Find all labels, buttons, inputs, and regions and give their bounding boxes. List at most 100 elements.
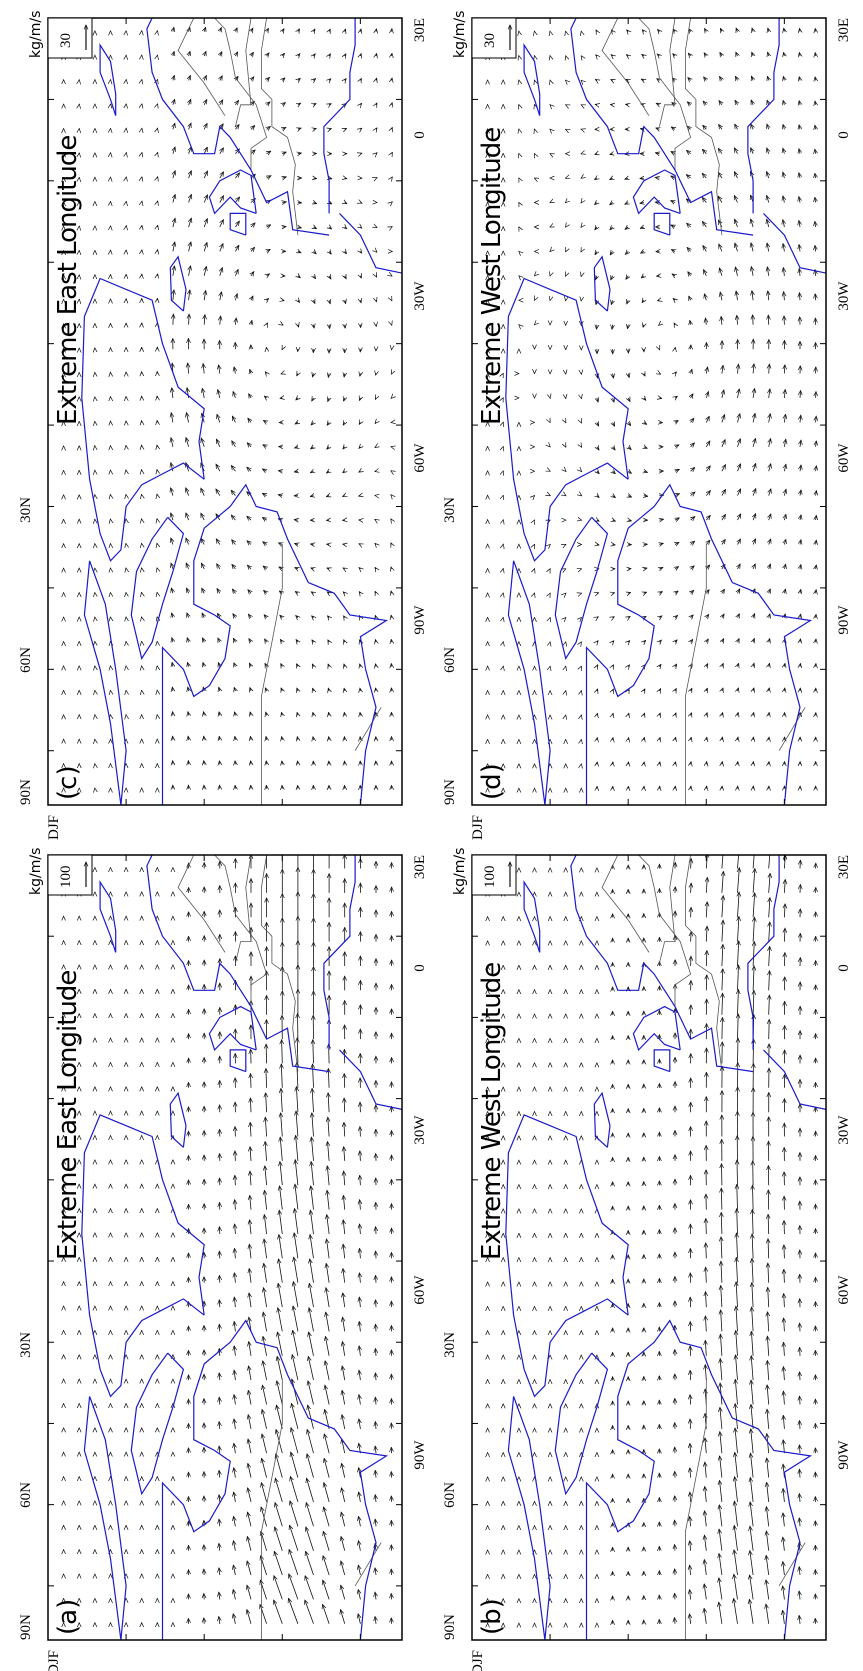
flux-vector bbox=[274, 1576, 283, 1600]
flux-vector bbox=[706, 1267, 707, 1283]
lon-label-30w: 30W bbox=[412, 281, 428, 311]
flux-vector bbox=[358, 1590, 360, 1600]
flux-vector bbox=[784, 1318, 785, 1332]
flux-vector bbox=[310, 1259, 314, 1283]
flux-vector bbox=[720, 1456, 722, 1478]
flux-vector bbox=[248, 1390, 251, 1405]
flux-vector bbox=[294, 1233, 299, 1259]
flux-vector bbox=[359, 1273, 360, 1283]
reference-vector-box-d: 30 kg/m/s bbox=[452, 11, 517, 59]
flux-vector bbox=[329, 712, 330, 715]
reference-vector-box-b: 100 kg/m/s bbox=[452, 848, 517, 896]
flux-vector bbox=[359, 1395, 361, 1405]
flux-vector bbox=[721, 1237, 722, 1259]
flux-vector bbox=[313, 688, 314, 691]
flux-vector bbox=[766, 1531, 768, 1551]
lat-label-60n: 60N bbox=[18, 647, 34, 673]
flux-vector bbox=[235, 1248, 236, 1259]
flux-vector bbox=[234, 1297, 235, 1308]
flux-vector bbox=[800, 28, 801, 31]
flux-vector bbox=[309, 1308, 314, 1332]
flux-vector bbox=[234, 1419, 236, 1429]
country-border bbox=[354, 1542, 382, 1587]
panel-d: 90N 60N 30N 90W 60W 30W 0 30E DJF (d) Ex… bbox=[442, 11, 852, 840]
flux-vector bbox=[750, 1478, 754, 1502]
flux-vector bbox=[327, 1215, 329, 1235]
flux-vector bbox=[262, 1385, 267, 1405]
flux-vector bbox=[250, 1220, 252, 1235]
flux-vector bbox=[250, 1195, 251, 1210]
flux-vector bbox=[308, 1405, 314, 1429]
flux-vector bbox=[265, 688, 266, 691]
flux-vector bbox=[314, 178, 317, 179]
flux-vector bbox=[279, 1259, 283, 1283]
flux-vector bbox=[188, 712, 189, 716]
lon-label-60w: 60W bbox=[836, 443, 852, 473]
coastline bbox=[653, 1049, 671, 1073]
flux-vector bbox=[799, 1615, 800, 1624]
coastline bbox=[323, 855, 356, 1050]
flux-vector bbox=[328, 1142, 330, 1161]
flux-vector bbox=[691, 883, 692, 893]
flux-vector bbox=[721, 1261, 722, 1283]
flux-vector bbox=[309, 1283, 314, 1308]
lat-label-90n: 90N bbox=[18, 1614, 34, 1640]
flux-vector bbox=[234, 1395, 235, 1405]
flux-vector bbox=[691, 859, 692, 869]
flux-vector bbox=[325, 1361, 330, 1381]
flux-vector bbox=[769, 922, 770, 942]
flux-vector bbox=[344, 1122, 345, 1137]
lon-label-30w: 30W bbox=[836, 1115, 852, 1145]
reference-vector-value-c: 30 bbox=[58, 33, 74, 48]
flux-vector bbox=[736, 1355, 738, 1381]
panel-label-a: (a) bbox=[53, 1599, 83, 1635]
coastline bbox=[161, 1319, 389, 1640]
flux-vector bbox=[219, 1495, 220, 1502]
flux-vector bbox=[675, 762, 676, 765]
flux-vector bbox=[233, 1541, 235, 1551]
flux-vector bbox=[341, 1561, 346, 1576]
flux-vector bbox=[323, 1556, 330, 1576]
coastline bbox=[339, 1049, 402, 1110]
flux-vector bbox=[691, 932, 692, 942]
flux-vector bbox=[783, 1586, 785, 1600]
flux-vector bbox=[342, 1342, 344, 1356]
lon-label-90w: 90W bbox=[412, 605, 428, 635]
flux-vector bbox=[219, 1422, 220, 1429]
panel-title-a: Extreme East Longitude bbox=[53, 971, 83, 1260]
flux-vector bbox=[341, 1610, 346, 1624]
flux-vector bbox=[705, 1462, 707, 1478]
flux-vector bbox=[219, 1300, 220, 1308]
flux-vector bbox=[360, 1127, 361, 1137]
flux-vector bbox=[344, 688, 345, 691]
panel-title-c: Extreme East Longitude bbox=[53, 136, 83, 425]
flux-vector bbox=[343, 1244, 345, 1259]
flux-vector bbox=[323, 1531, 330, 1551]
season-label-a: DJF bbox=[46, 1650, 62, 1671]
flux-vector bbox=[275, 1527, 283, 1551]
panel-c: 90N 60N 30N 90W 60W 30W 0 30E DJF (c) Ex… bbox=[18, 11, 428, 840]
flux-vector bbox=[704, 1608, 706, 1624]
flux-vector bbox=[328, 688, 329, 691]
flux-vector bbox=[249, 1244, 251, 1259]
flux-vector bbox=[769, 898, 770, 918]
panel-title-group-b: (b) Extreme West Longitude bbox=[477, 963, 507, 1635]
flux-vector bbox=[233, 1590, 235, 1600]
flux-vector bbox=[219, 712, 220, 716]
panel-a: 90N 60N 30N 90W 60W 30W 0 30E DJF (a) Ex… bbox=[18, 848, 428, 1671]
flux-vector bbox=[297, 737, 298, 740]
longitude-labels-c: 90W 60W 30W 0 30E bbox=[412, 18, 428, 635]
flux-vector bbox=[784, 904, 785, 918]
flux-vector bbox=[738, 990, 739, 1015]
flux-vector bbox=[327, 1166, 329, 1186]
country-border bbox=[638, 855, 692, 1007]
flux-vector bbox=[263, 1312, 267, 1332]
lat-label-90n: 90N bbox=[442, 1614, 458, 1640]
flux-vector bbox=[799, 1591, 800, 1600]
flux-vector bbox=[173, 314, 174, 325]
flux-vector bbox=[306, 1551, 314, 1576]
season-label-b: DJF bbox=[470, 1650, 486, 1671]
flux-vector bbox=[282, 325, 283, 326]
flux-vector bbox=[766, 1507, 768, 1527]
flux-vector bbox=[626, 104, 629, 105]
